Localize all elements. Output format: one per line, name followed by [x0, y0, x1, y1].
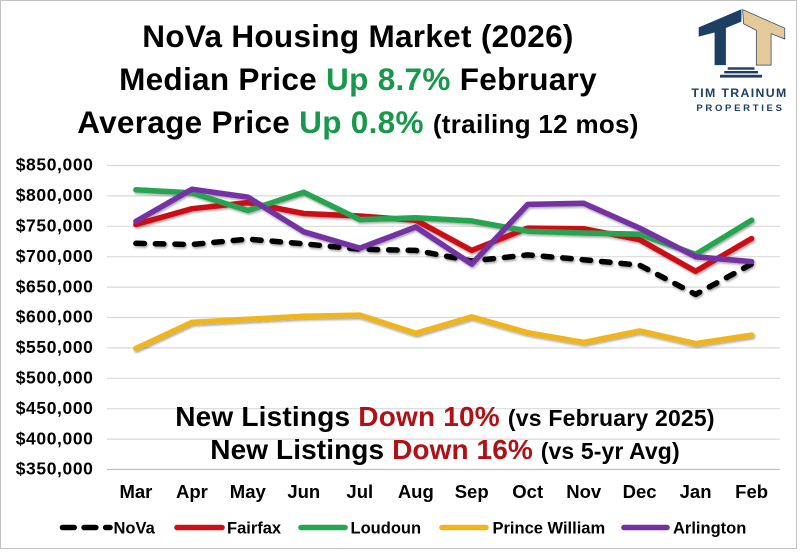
svg-text:Jan: Jan [680, 481, 712, 502]
svg-text:$650,000: $650,000 [16, 276, 94, 296]
svg-text:$850,000: $850,000 [16, 155, 94, 175]
svg-text:Arlington: Arlington [673, 520, 746, 538]
svg-text:Feb: Feb [735, 481, 768, 502]
svg-text:Apr: Apr [176, 481, 208, 502]
svg-text:$500,000: $500,000 [16, 368, 94, 388]
svg-text:May: May [230, 481, 267, 502]
svg-text:$700,000: $700,000 [16, 246, 94, 266]
svg-text:Aug: Aug [398, 481, 434, 502]
svg-text:Prince William: Prince William [493, 520, 606, 538]
svg-text:$550,000: $550,000 [16, 337, 94, 357]
svg-text:$450,000: $450,000 [16, 398, 94, 418]
svg-text:$750,000: $750,000 [16, 216, 94, 236]
svg-text:Jun: Jun [287, 481, 320, 502]
svg-text:Dec: Dec [623, 481, 657, 502]
svg-text:Nov: Nov [566, 481, 602, 502]
svg-text:TIM TRAINUM: TIM TRAINUM [691, 86, 787, 100]
svg-text:Jul: Jul [346, 481, 373, 502]
svg-text:PROPERTIES: PROPERTIES [696, 103, 784, 114]
svg-text:Fairfax: Fairfax [227, 520, 282, 538]
svg-text:Mar: Mar [119, 481, 152, 502]
svg-text:$600,000: $600,000 [16, 307, 94, 327]
svg-text:Sep: Sep [455, 481, 489, 502]
svg-text:Oct: Oct [512, 481, 543, 502]
svg-text:$800,000: $800,000 [16, 185, 94, 205]
svg-text:$400,000: $400,000 [16, 428, 94, 448]
svg-text:Loudoun: Loudoun [351, 520, 422, 538]
svg-text:$350,000: $350,000 [16, 459, 94, 479]
svg-text:NoVa: NoVa [114, 520, 156, 538]
